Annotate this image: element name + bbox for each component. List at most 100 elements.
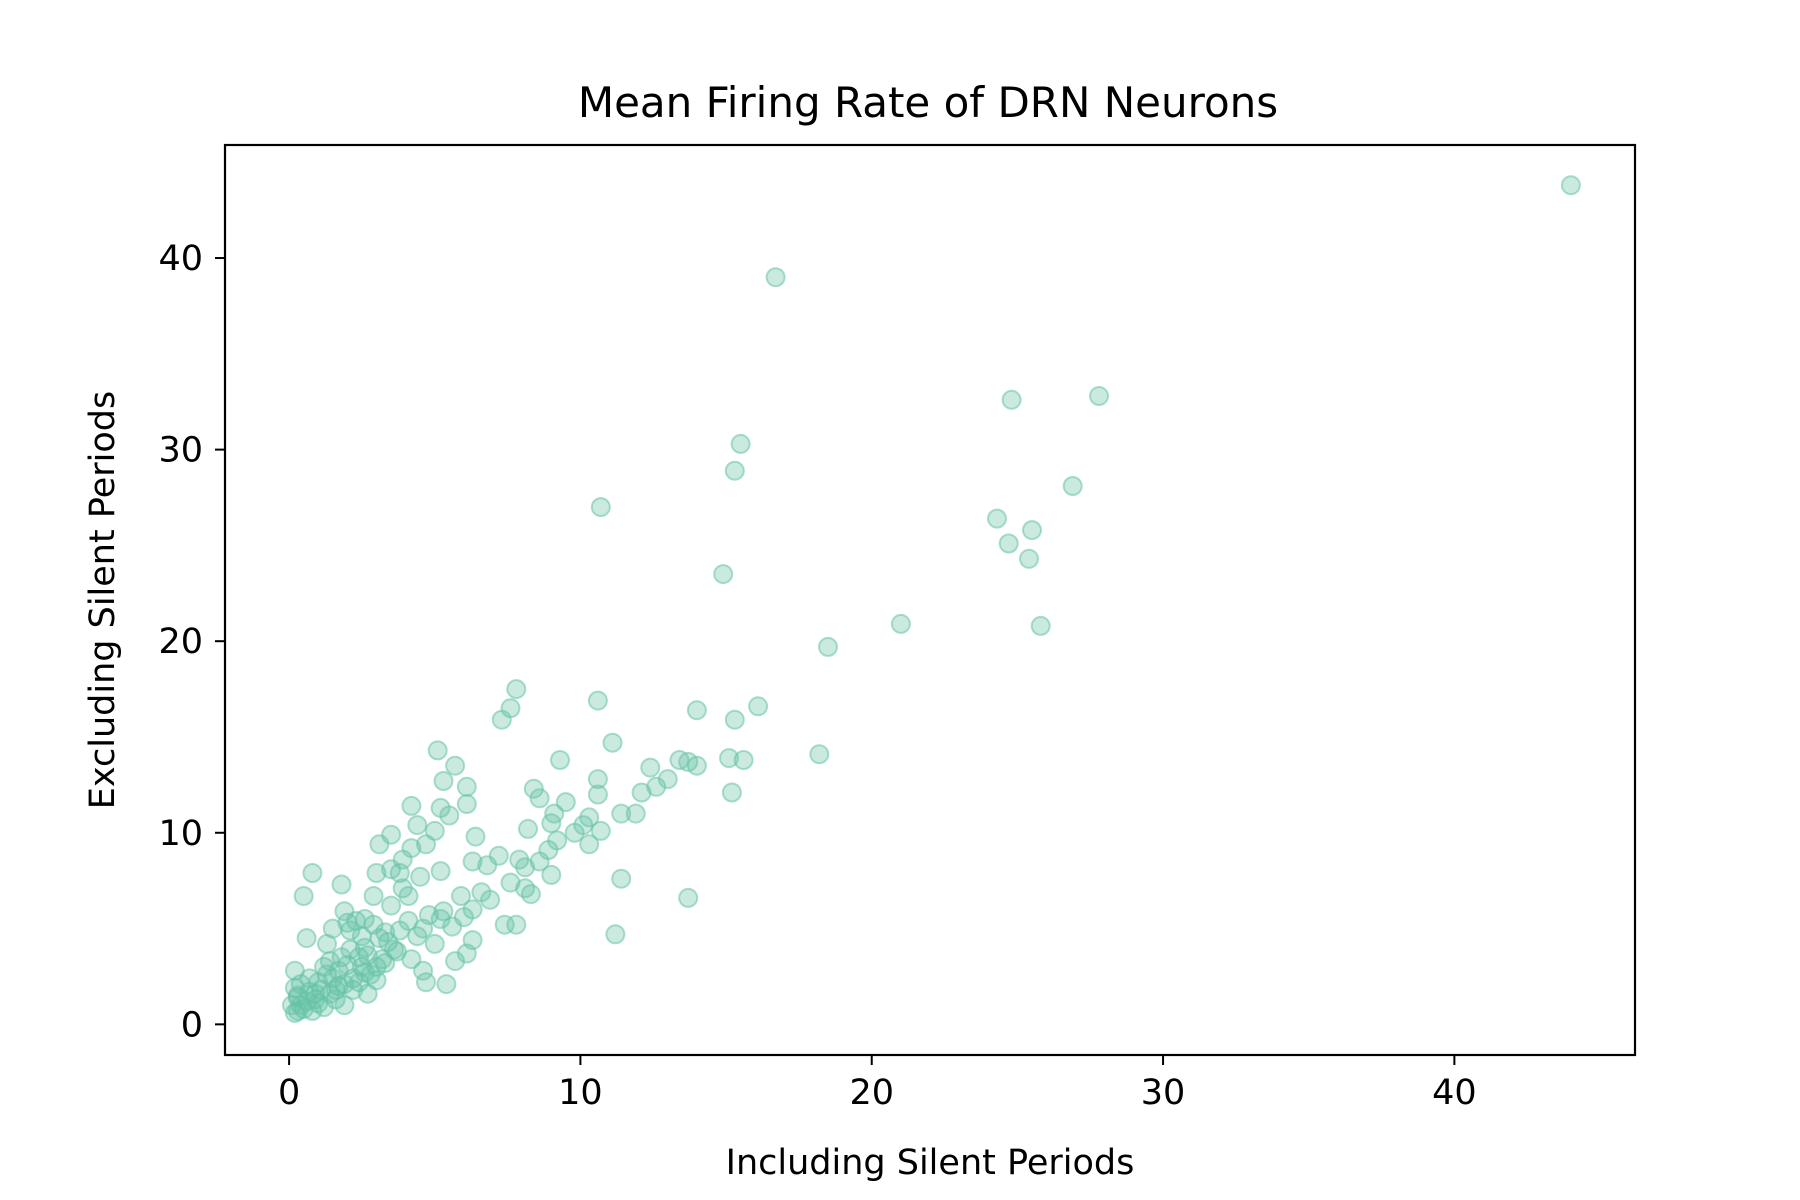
data-point: [631, 782, 652, 803]
data-point: [733, 750, 754, 770]
data-point: [818, 636, 838, 657]
data-point: [325, 979, 346, 1000]
data-point: [541, 864, 562, 885]
chart-title: Mean Firing Rate of DRN Neurons: [578, 78, 1278, 127]
data-point: [410, 866, 431, 887]
data-point: [809, 744, 830, 765]
data-point: [625, 803, 646, 824]
data-point: [398, 910, 419, 931]
data-point: [602, 732, 623, 753]
data-point: [427, 740, 448, 761]
data-point: [987, 508, 1007, 529]
data-point: [389, 863, 410, 883]
data-point: [302, 863, 323, 883]
data-point: [587, 690, 608, 711]
y-axis-label: Excluding Silent Periods: [83, 391, 123, 809]
data-point: [366, 863, 387, 883]
data-point: [317, 933, 337, 954]
data-point: [436, 974, 457, 995]
data-point: [308, 993, 329, 1014]
data-point: [334, 995, 355, 1016]
data-point: [529, 788, 550, 809]
data-point: [445, 951, 466, 972]
data-point: [439, 805, 460, 826]
y-axis: 0 10 20 30 40: [158, 239, 225, 1045]
data-point: [611, 803, 632, 824]
data-point: [1030, 615, 1051, 636]
data-point: [678, 887, 699, 908]
data-point: [611, 868, 632, 889]
x-tick-label: 40: [1432, 1073, 1477, 1113]
data-point: [523, 778, 544, 799]
data-point: [433, 771, 454, 791]
data-point: [293, 886, 314, 906]
data-point: [357, 945, 378, 966]
data-point: [587, 769, 608, 790]
data-point: [1001, 389, 1022, 410]
x-tick-label: 0: [278, 1073, 300, 1113]
data-point: [401, 795, 422, 816]
data-point: [541, 813, 562, 834]
data-point: [451, 886, 471, 906]
data-point: [477, 855, 498, 876]
data-point: [564, 822, 585, 843]
x-tick-label: 10: [558, 1073, 603, 1113]
data-point: [363, 886, 384, 906]
data-point: [1062, 476, 1083, 496]
data-point: [646, 776, 667, 797]
data-point: [351, 956, 372, 977]
data-point: [465, 826, 486, 847]
data-point: [1089, 386, 1109, 406]
data-point: [515, 857, 536, 878]
data-point: [590, 497, 611, 518]
y-tick-label: 30: [158, 431, 203, 471]
data-point: [296, 928, 317, 949]
data-point: [506, 914, 527, 935]
data-point: [730, 433, 751, 454]
x-axis-label: Including Silent Periods: [726, 1143, 1135, 1183]
data-point: [719, 748, 739, 769]
data-point: [456, 794, 477, 814]
plot-frame: [223, 143, 1637, 1057]
data-point: [550, 750, 570, 770]
data-point: [369, 928, 390, 949]
x-tick-label: 20: [849, 1073, 894, 1113]
data-point: [605, 924, 626, 945]
data-point: [640, 757, 661, 778]
data-point: [456, 776, 477, 797]
data-point: [418, 905, 439, 926]
data-point: [401, 949, 422, 970]
data-point: [587, 784, 608, 805]
data-point: [491, 709, 512, 730]
data-point: [407, 926, 428, 947]
data-point: [765, 267, 786, 288]
data-point: [287, 985, 308, 1006]
data-point: [375, 953, 396, 973]
data-point: [520, 884, 541, 905]
data-point: [299, 968, 320, 989]
x-tick-label: 30: [1141, 1073, 1186, 1113]
x-axis: 0 10 20 30 40: [278, 1055, 1477, 1113]
data-point: [480, 889, 501, 910]
data-point: [346, 910, 367, 931]
data-point: [445, 755, 466, 776]
data-point: [748, 696, 769, 717]
data-point: [724, 460, 745, 481]
y-tick-label: 20: [158, 622, 203, 662]
data-point: [381, 895, 402, 916]
data-point: [416, 972, 436, 993]
data-point: [686, 755, 707, 776]
data-point: [890, 613, 911, 634]
data-point: [462, 851, 483, 872]
data-point: [1019, 548, 1039, 569]
data-point: [340, 920, 361, 941]
data-point: [424, 933, 445, 954]
data-point: [430, 861, 451, 882]
data-point: [518, 818, 538, 839]
data-point: [331, 874, 352, 895]
y-tick-label: 10: [158, 814, 203, 854]
data-point: [319, 951, 340, 972]
data-point: [590, 820, 611, 841]
